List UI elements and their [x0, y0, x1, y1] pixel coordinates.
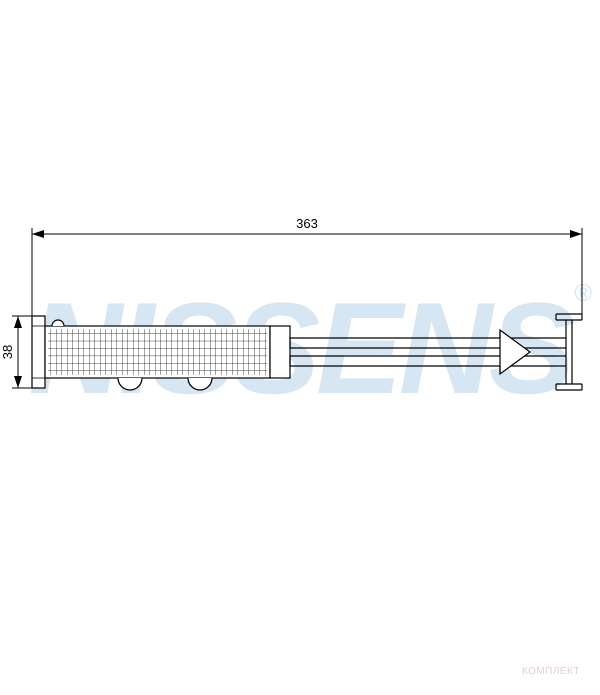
- arrow-left-icon: [32, 230, 44, 238]
- technical-drawing: 363 38: [0, 0, 600, 695]
- arrow-down-icon: [14, 376, 22, 388]
- dimension-width: 38: [0, 316, 32, 388]
- collar-block: [270, 326, 290, 378]
- mesh-section: [45, 320, 270, 390]
- dim-width-value: 38: [0, 345, 15, 359]
- arrow-up-icon: [14, 316, 22, 328]
- dimension-length: 363: [32, 216, 582, 316]
- diagram-canvas: NISSENS ® КОМПЛЕКТ 363 38: [0, 0, 600, 695]
- end-bracket: [556, 314, 582, 390]
- top-bump: [52, 320, 64, 326]
- flange-left: [32, 316, 45, 388]
- oring-2: [188, 378, 212, 390]
- part-body: [32, 314, 582, 390]
- dim-length-value: 363: [296, 216, 318, 231]
- shaft-tip: [500, 330, 530, 374]
- oring-1: [118, 378, 142, 390]
- arrow-right-icon: [570, 230, 582, 238]
